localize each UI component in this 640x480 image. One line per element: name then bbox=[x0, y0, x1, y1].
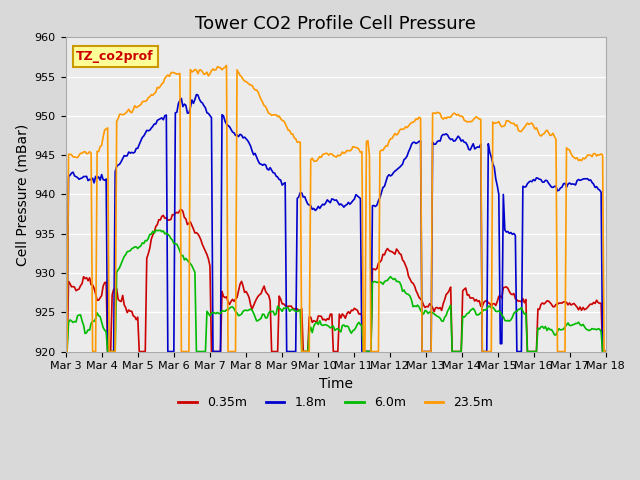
Text: TZ_co2prof: TZ_co2prof bbox=[76, 50, 154, 63]
Y-axis label: Cell Pressure (mBar): Cell Pressure (mBar) bbox=[15, 123, 29, 265]
Title: Tower CO2 Profile Cell Pressure: Tower CO2 Profile Cell Pressure bbox=[195, 15, 476, 33]
Legend: 0.35m, 1.8m, 6.0m, 23.5m: 0.35m, 1.8m, 6.0m, 23.5m bbox=[173, 391, 498, 414]
X-axis label: Time: Time bbox=[319, 377, 353, 391]
